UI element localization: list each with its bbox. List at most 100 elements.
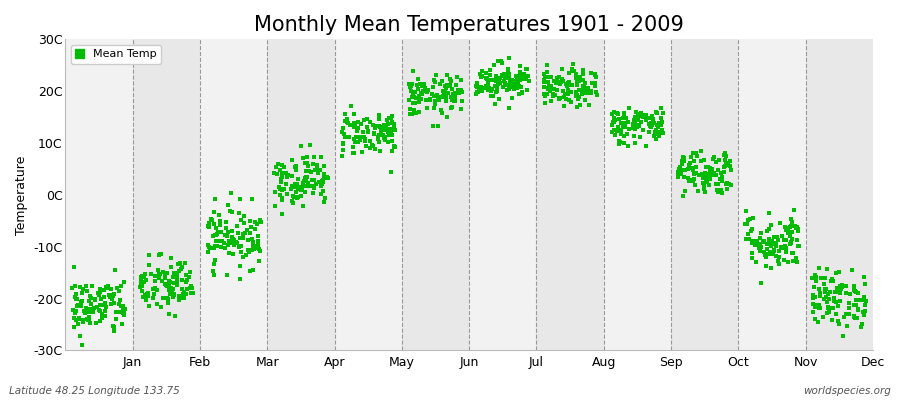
- Point: [419, 87, 434, 93]
- Point: [495, 84, 509, 90]
- Point: [606, 118, 620, 125]
- Point: [622, 126, 636, 132]
- Point: [717, 163, 732, 170]
- Point: [771, 254, 786, 260]
- Text: Latitude 48.25 Longitude 133.75: Latitude 48.25 Longitude 133.75: [9, 386, 180, 396]
- Point: [618, 121, 633, 127]
- Point: [360, 128, 374, 135]
- Point: [628, 126, 643, 132]
- Point: [148, 285, 162, 291]
- Point: [655, 130, 670, 136]
- Point: [438, 94, 453, 100]
- Point: [675, 158, 689, 164]
- Point: [135, 280, 149, 286]
- Point: [107, 328, 122, 334]
- Point: [375, 123, 390, 130]
- Point: [786, 250, 800, 257]
- Point: [670, 174, 685, 180]
- Point: [500, 82, 514, 88]
- Point: [536, 84, 551, 90]
- Point: [639, 112, 653, 119]
- Point: [81, 298, 95, 305]
- Point: [151, 271, 166, 277]
- Point: [406, 89, 420, 96]
- Point: [763, 251, 778, 257]
- Point: [439, 72, 454, 78]
- Point: [501, 71, 516, 78]
- Point: [783, 240, 797, 247]
- Point: [688, 170, 703, 176]
- Point: [68, 296, 83, 303]
- Point: [387, 125, 401, 131]
- Point: [687, 158, 701, 164]
- Point: [382, 121, 396, 127]
- Point: [366, 121, 381, 128]
- Point: [716, 190, 730, 196]
- Point: [76, 316, 90, 323]
- Point: [588, 82, 602, 89]
- Point: [117, 312, 131, 318]
- Point: [561, 86, 575, 93]
- Point: [631, 116, 645, 122]
- Point: [652, 128, 666, 135]
- Point: [826, 278, 841, 284]
- Bar: [66, 39, 132, 350]
- Point: [176, 294, 190, 301]
- Point: [607, 119, 621, 126]
- Point: [644, 124, 658, 130]
- Point: [184, 284, 199, 291]
- Point: [842, 311, 856, 317]
- Point: [167, 291, 182, 298]
- Point: [78, 305, 93, 312]
- Point: [858, 281, 872, 287]
- Point: [207, 272, 221, 278]
- Point: [173, 260, 187, 266]
- Point: [432, 94, 446, 100]
- Point: [790, 237, 805, 244]
- Point: [739, 208, 753, 214]
- Point: [741, 231, 755, 237]
- Point: [759, 253, 773, 260]
- Point: [443, 82, 457, 89]
- Point: [849, 296, 863, 303]
- Point: [498, 80, 512, 86]
- Point: [832, 269, 846, 276]
- Point: [710, 166, 724, 173]
- Point: [153, 271, 167, 278]
- Point: [151, 275, 166, 281]
- Point: [791, 243, 806, 250]
- Point: [650, 121, 664, 128]
- Point: [714, 175, 728, 182]
- Point: [155, 278, 169, 284]
- Point: [68, 310, 82, 316]
- Point: [237, 220, 251, 226]
- Point: [201, 242, 215, 248]
- Point: [160, 300, 175, 306]
- Point: [847, 282, 861, 289]
- Point: [683, 176, 698, 183]
- Point: [574, 90, 589, 97]
- Point: [436, 90, 451, 96]
- Point: [505, 77, 519, 83]
- Point: [764, 265, 778, 271]
- Point: [682, 162, 697, 168]
- Point: [316, 188, 330, 194]
- Point: [336, 139, 350, 146]
- Point: [112, 301, 126, 307]
- Point: [512, 74, 526, 80]
- Point: [646, 133, 661, 140]
- Point: [498, 75, 512, 81]
- Point: [350, 125, 365, 132]
- Point: [253, 248, 267, 255]
- Point: [621, 119, 635, 125]
- Point: [318, 175, 332, 181]
- Point: [677, 155, 691, 161]
- Point: [513, 77, 527, 84]
- Point: [474, 74, 489, 81]
- Point: [438, 88, 453, 94]
- Point: [419, 105, 434, 112]
- Point: [483, 92, 498, 99]
- Point: [572, 94, 586, 100]
- Point: [346, 144, 360, 150]
- Point: [490, 84, 504, 91]
